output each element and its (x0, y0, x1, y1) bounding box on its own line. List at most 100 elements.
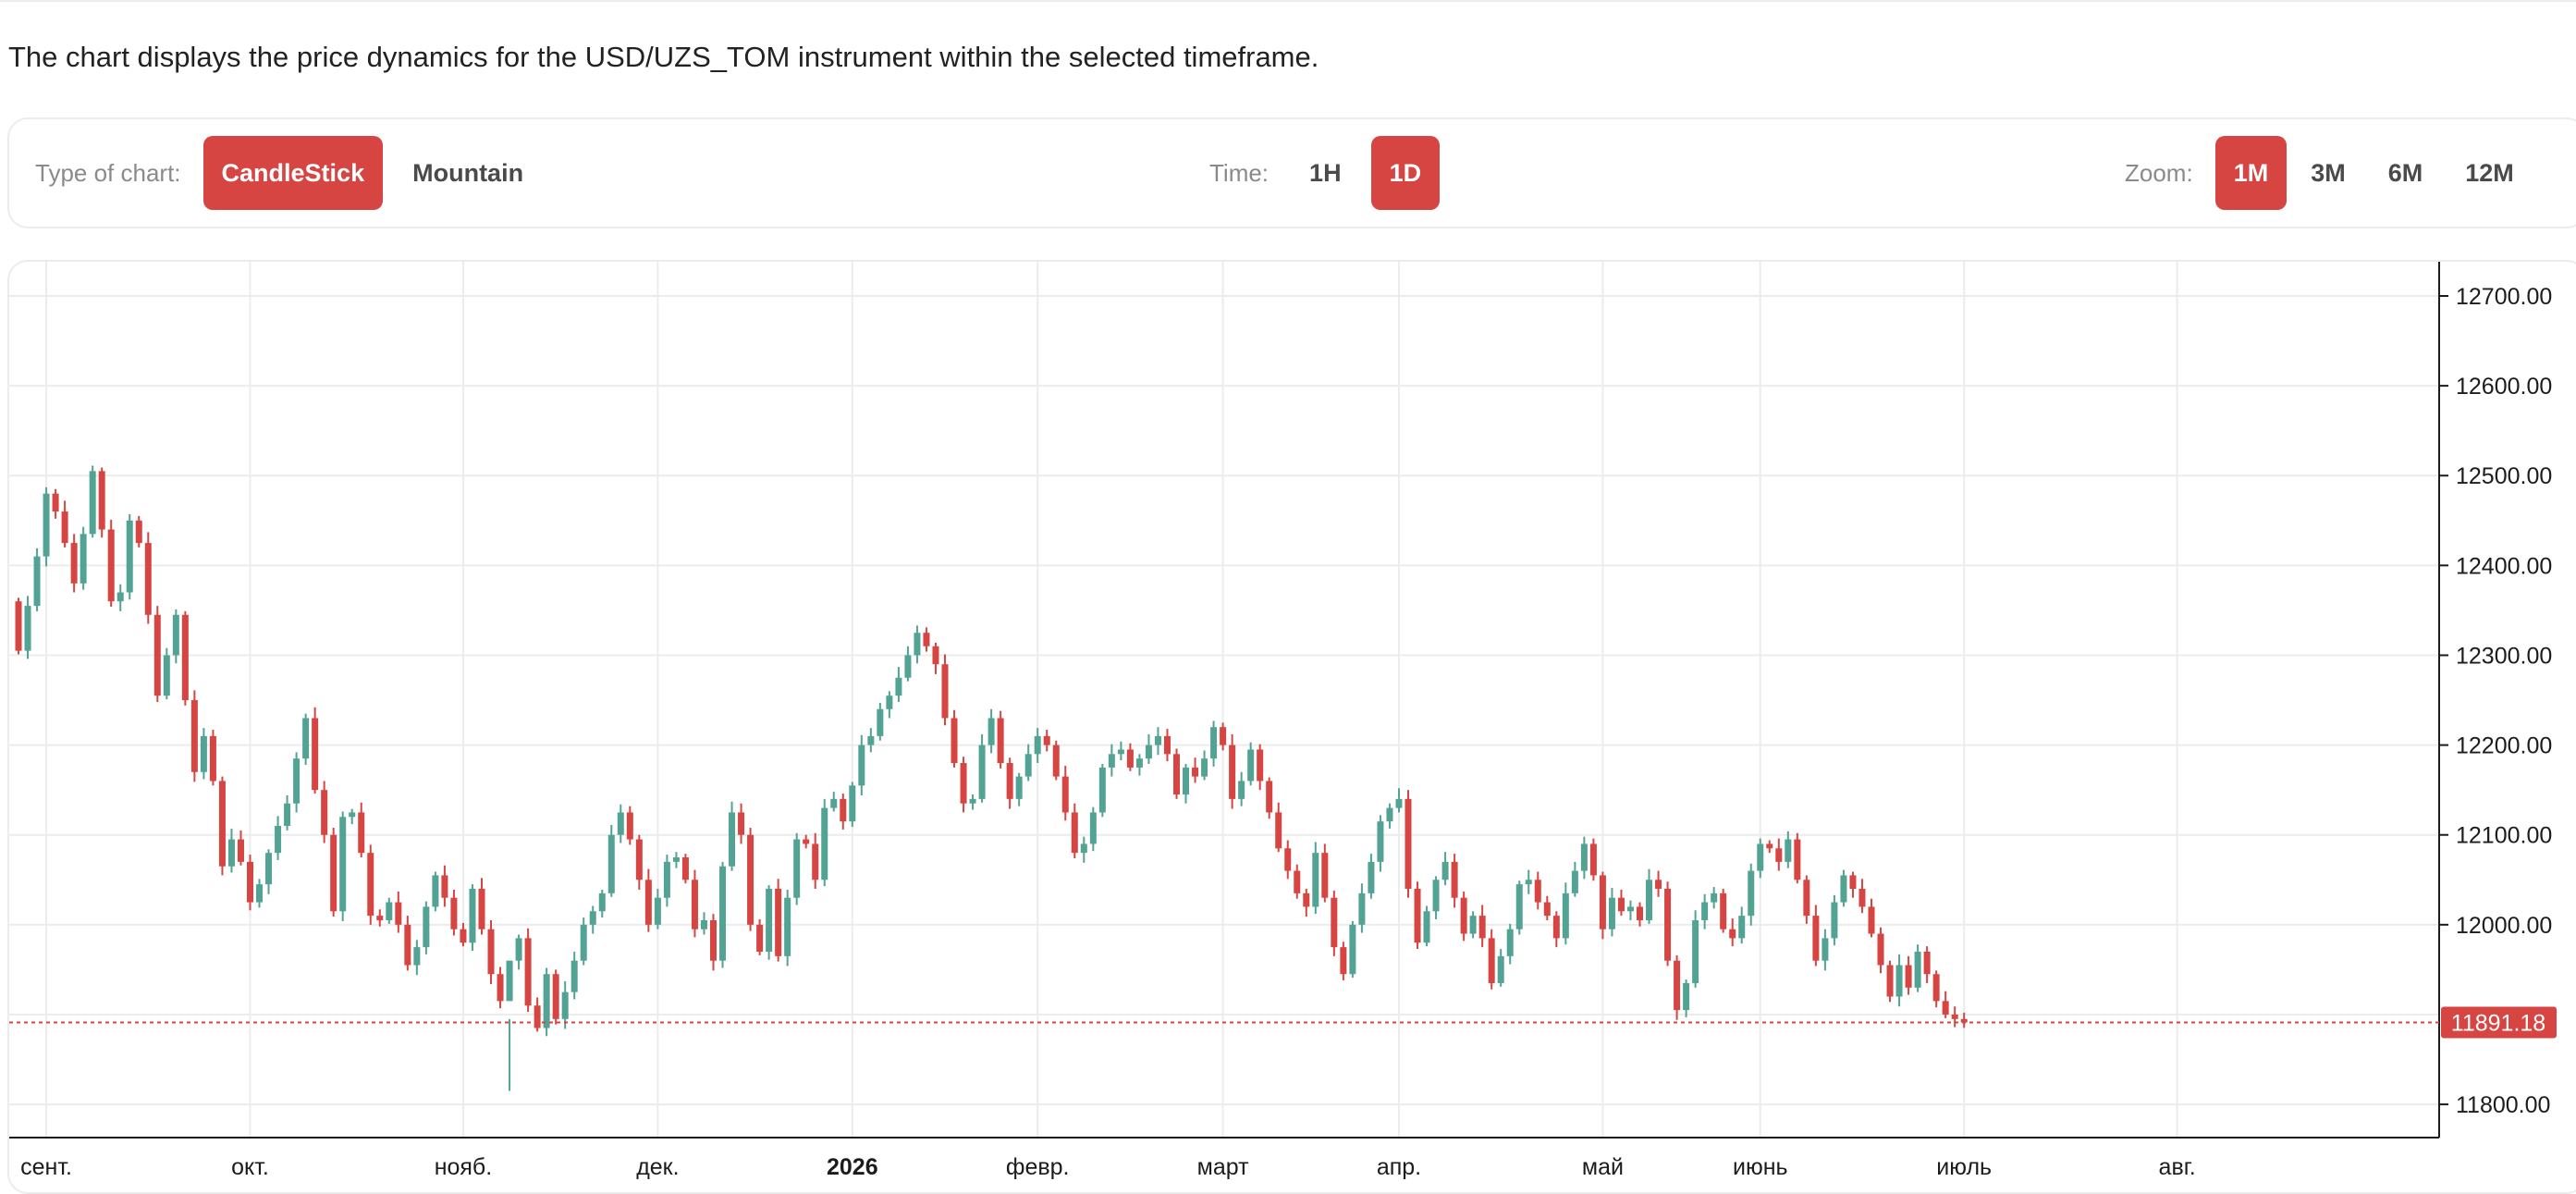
zoom-6m-button[interactable]: 6M (2387, 158, 2423, 187)
candle (163, 647, 170, 700)
candle-body (200, 735, 207, 772)
candle (1284, 840, 1292, 880)
candle (589, 905, 596, 934)
candle-body (877, 708, 884, 736)
zoom-1m-button[interactable]: 1M (2214, 136, 2288, 210)
candle-body (135, 520, 142, 544)
candle (200, 728, 207, 780)
candle-body (227, 839, 235, 867)
candle-body (460, 929, 467, 943)
candle-body (1840, 875, 1847, 903)
candle-body (1478, 916, 1486, 939)
candle-body (358, 812, 365, 854)
candle (756, 919, 764, 955)
candle (330, 827, 337, 917)
candle-body (644, 880, 652, 925)
candle-body (1932, 974, 1940, 1002)
candle-body (607, 834, 615, 893)
candle-body (1923, 951, 1931, 975)
candles (15, 465, 1968, 1091)
candle-body (1497, 955, 1504, 983)
candle-body (793, 839, 801, 898)
candle (1720, 888, 1727, 933)
candle (43, 486, 50, 567)
candle-body (997, 718, 1004, 764)
candle-body (1229, 745, 1236, 799)
x-tick-label: март (1197, 1154, 1249, 1180)
candle-body (1052, 745, 1060, 777)
candle (98, 467, 105, 538)
x-tick-label: июль (1936, 1154, 1992, 1180)
candle (1386, 803, 1393, 829)
candle-body (654, 897, 661, 925)
candle (830, 792, 838, 812)
y-tick-label: 12300.00 (2456, 643, 2552, 669)
candle-body (886, 695, 893, 709)
candle-body (247, 861, 253, 903)
candle-body (1368, 861, 1375, 893)
time-1h-button[interactable]: 1H (1309, 158, 1342, 187)
time-1d-button[interactable]: 1D (1370, 136, 1441, 210)
candle (386, 897, 393, 924)
candle-body (469, 888, 476, 943)
candle-body (1395, 798, 1403, 808)
candle (144, 532, 152, 624)
candle-body (1664, 888, 1672, 961)
x-tick-label: авг. (2159, 1154, 2196, 1180)
candle-body (1534, 880, 1541, 903)
candle-body (1377, 821, 1384, 862)
candle (312, 707, 319, 794)
candle (515, 934, 522, 970)
y-tick-label: 12500.00 (2456, 463, 2552, 489)
candle (1729, 918, 1736, 947)
candle (1525, 869, 1532, 894)
candle (33, 548, 41, 611)
candle (284, 794, 291, 831)
candle-body (552, 974, 559, 1019)
y-tick-label: 12200.00 (2456, 733, 2552, 759)
candle (691, 869, 698, 938)
candlestick-chart[interactable]: 12700.00 12600.00 12500.00 12400.00 12300.00… (9, 262, 2576, 1194)
candle (1895, 954, 1903, 1007)
chart-container[interactable]: 12700.00 12600.00 12500.00 12400.00 12300.00… (7, 260, 2576, 1194)
candle-body (987, 718, 995, 745)
candle (1145, 733, 1152, 764)
candle-body (626, 812, 633, 840)
candle-body (570, 960, 578, 992)
candle-body (330, 834, 337, 912)
mountain-button[interactable]: Mountain (412, 158, 524, 187)
candle (719, 861, 727, 968)
candle-body (1071, 812, 1078, 854)
candle (487, 919, 495, 984)
candle-body (784, 897, 791, 956)
candle-body (1210, 727, 1218, 759)
candlestick-button[interactable]: CandleStick (202, 136, 384, 210)
last-price-label: 11891.18 (2451, 1011, 2545, 1037)
candle-body (524, 938, 532, 1006)
candle-body (941, 664, 949, 719)
candle (904, 646, 912, 682)
candle-body (1738, 916, 1746, 939)
candle (1552, 911, 1560, 948)
candle-body (951, 718, 958, 764)
candle (607, 825, 615, 897)
candle (1201, 750, 1208, 781)
x-tick-label: окт. (231, 1154, 269, 1180)
candle-body (969, 798, 976, 804)
candle (1942, 991, 1949, 1018)
zoom-12m-button[interactable]: 12M (2465, 158, 2514, 187)
candle (1451, 854, 1458, 908)
y-axis-labels: 12700.00 12600.00 12500.00 12400.00 12300.00… (2439, 284, 2552, 1118)
candle-body (1506, 929, 1514, 956)
candle-body (1451, 861, 1458, 898)
candle-body (181, 614, 189, 701)
candle-body (1303, 892, 1310, 907)
candle (729, 801, 736, 871)
zoom-3m-button[interactable]: 3M (2311, 158, 2346, 187)
candle (1034, 728, 1041, 764)
candle-body (1580, 843, 1588, 871)
candle-body (61, 511, 68, 544)
candle-body (1562, 892, 1569, 939)
candle (960, 757, 967, 813)
chart-description: The chart displays the price dynamics fo… (8, 41, 1319, 73)
